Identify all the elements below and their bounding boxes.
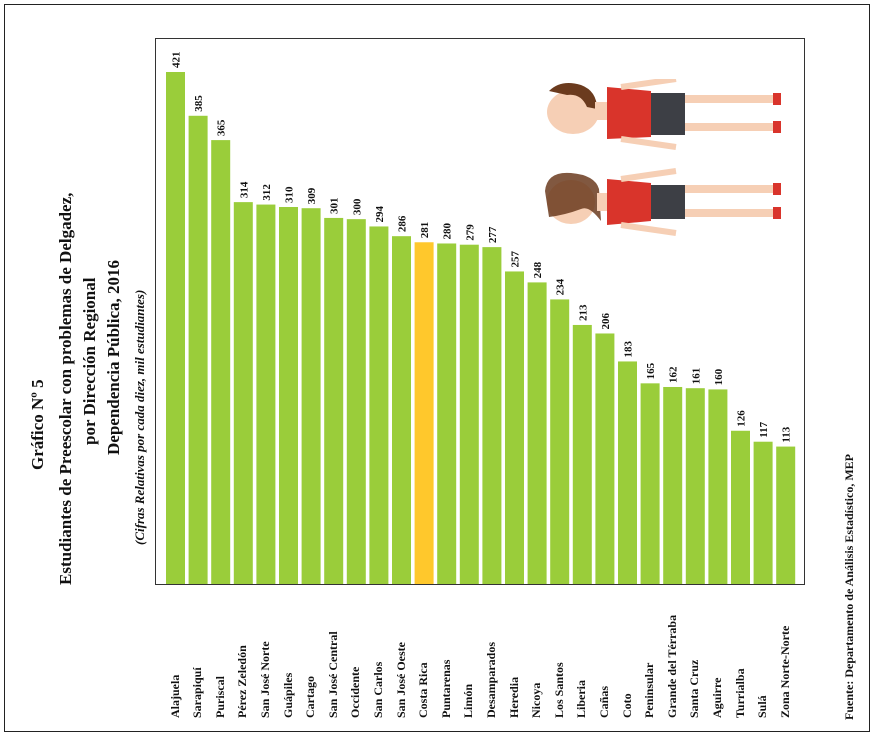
bar-12 bbox=[437, 243, 457, 584]
value-label-24: 160 bbox=[713, 368, 725, 385]
figure-frame bbox=[4, 4, 870, 732]
value-label-5: 310 bbox=[284, 186, 296, 203]
category-label-27: Zona Norte-Norte bbox=[777, 625, 792, 718]
bar-26 bbox=[753, 441, 773, 584]
source-note: Fuente: Departamento de Análisis Estadís… bbox=[842, 454, 856, 720]
category-label-18: Liberia bbox=[574, 680, 589, 718]
category-label-2: Puriscal bbox=[212, 676, 227, 718]
value-label-13: 279 bbox=[464, 224, 476, 241]
category-label-16: Nicoya bbox=[529, 682, 544, 718]
value-label-12: 280 bbox=[442, 222, 454, 239]
category-label-13: Limón bbox=[461, 683, 476, 718]
value-label-3: 314 bbox=[238, 181, 250, 198]
value-label-0: 421 bbox=[171, 52, 183, 69]
category-label-14: Desamparados bbox=[483, 641, 498, 718]
title-block: Gráfico Nº 5 Estudiantes de Preescolar c… bbox=[10, 0, 160, 735]
bar-16 bbox=[527, 282, 547, 584]
bar-6 bbox=[301, 208, 321, 584]
bar-18 bbox=[572, 324, 592, 584]
value-label-2: 365 bbox=[216, 119, 228, 136]
value-label-27: 113 bbox=[781, 426, 793, 442]
category-label-0: Alajuela bbox=[167, 674, 182, 718]
bar-21 bbox=[640, 383, 660, 584]
value-label-16: 248 bbox=[532, 261, 544, 278]
bar-11 bbox=[414, 242, 434, 584]
category-label-12: Puntarenas bbox=[438, 659, 453, 718]
value-label-21: 165 bbox=[645, 362, 657, 379]
bar-7 bbox=[324, 217, 344, 584]
value-label-4: 312 bbox=[261, 184, 273, 201]
category-label-8: Occidente bbox=[348, 666, 363, 718]
category-label-10: San José Oeste bbox=[393, 642, 408, 718]
category-label-6: Cartago bbox=[303, 676, 318, 718]
value-label-26: 117 bbox=[758, 421, 770, 437]
bar-8 bbox=[346, 219, 366, 584]
chart-subtitle: Dependencia Pública, 2016 bbox=[104, 259, 123, 455]
value-label-25: 126 bbox=[736, 410, 748, 427]
category-label-20: Coto bbox=[619, 693, 634, 718]
category-label-26: Sulá bbox=[755, 695, 770, 718]
boy-figure bbox=[547, 79, 781, 150]
chart-number: Gráfico Nº 5 bbox=[28, 379, 47, 470]
bar-1 bbox=[188, 115, 208, 584]
plot-area: 421 385 365 314 312 310 309 301 300 294 286 281 280 2… bbox=[155, 38, 805, 585]
category-label-3: Pérez Zeledón bbox=[235, 645, 250, 718]
category-label-4: San José Norte bbox=[257, 641, 272, 718]
value-label-20: 183 bbox=[623, 340, 635, 357]
bar-13 bbox=[459, 244, 479, 584]
bar-14 bbox=[482, 247, 502, 584]
value-label-23: 161 bbox=[690, 368, 702, 385]
bar-22 bbox=[663, 386, 683, 584]
value-label-15: 257 bbox=[510, 250, 522, 267]
bar-5 bbox=[279, 206, 298, 584]
bar-4 bbox=[256, 204, 276, 584]
category-label-9: San Carlos bbox=[370, 661, 385, 718]
category-label-21: Peninsular bbox=[642, 662, 657, 718]
value-label-10: 286 bbox=[397, 215, 409, 232]
bar-15 bbox=[505, 271, 524, 584]
bar-27 bbox=[776, 446, 796, 584]
category-label-23: Santa Cruz bbox=[687, 659, 702, 718]
bar-10 bbox=[392, 236, 411, 584]
value-label-9: 294 bbox=[374, 205, 386, 222]
category-label-11: Costa Rica bbox=[416, 662, 431, 718]
value-label-19: 206 bbox=[600, 312, 612, 329]
category-label-25: Turrialba bbox=[732, 668, 747, 718]
chart-title: Estudiantes de Preescolar con problemas … bbox=[56, 192, 75, 585]
value-label-11: 281 bbox=[419, 222, 431, 239]
bar-20 bbox=[618, 361, 637, 584]
category-label-19: Cañas bbox=[596, 685, 611, 718]
chart-title-line2: por Dirección Regional bbox=[80, 277, 99, 445]
bar-3 bbox=[233, 202, 253, 584]
bar-23 bbox=[685, 388, 705, 584]
category-label-17: Los Santos bbox=[551, 662, 566, 718]
bar-9 bbox=[369, 226, 389, 584]
children-illustration bbox=[545, 79, 781, 236]
category-label-15: Heredia bbox=[506, 676, 521, 718]
bar-0 bbox=[166, 72, 185, 584]
bar-2 bbox=[211, 140, 231, 584]
value-label-17: 234 bbox=[555, 278, 567, 295]
value-label-14: 277 bbox=[487, 226, 499, 243]
girl-figure bbox=[545, 168, 781, 236]
value-label-6: 309 bbox=[306, 187, 318, 204]
value-label-22: 162 bbox=[668, 366, 680, 383]
bar-19 bbox=[595, 333, 615, 584]
bar-17 bbox=[550, 299, 570, 584]
bar-25 bbox=[731, 430, 750, 584]
category-label-1: Sarapiquí bbox=[190, 667, 205, 718]
chart-units-note: (Cifras Relativas por cada diez, mil est… bbox=[132, 289, 147, 545]
category-label-7: San José Central bbox=[325, 631, 340, 718]
bar-24 bbox=[708, 389, 728, 584]
category-label-24: Aguirre bbox=[709, 677, 724, 718]
value-label-7: 301 bbox=[329, 197, 341, 214]
category-label-5: Guápiles bbox=[280, 672, 295, 718]
value-label-8: 300 bbox=[351, 198, 363, 215]
category-label-22: Grande del Térraba bbox=[664, 614, 679, 718]
value-label-1: 385 bbox=[193, 95, 205, 112]
bar-chart: 421 385 365 314 312 310 309 301 300 294 286 281 280 2… bbox=[166, 52, 796, 584]
value-label-18: 213 bbox=[577, 304, 589, 321]
